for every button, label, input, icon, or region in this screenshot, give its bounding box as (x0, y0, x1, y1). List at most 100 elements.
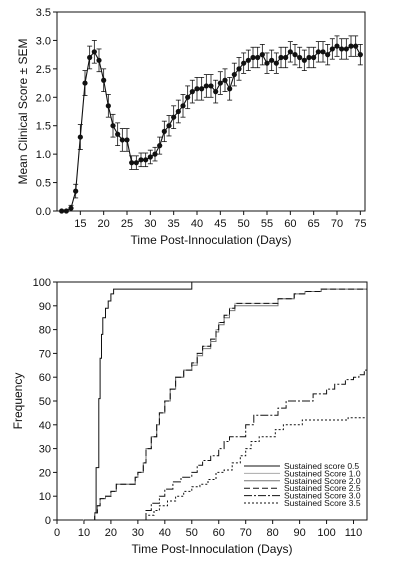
data-point (213, 89, 219, 95)
data-point (259, 52, 265, 58)
y-tick-label: 40 (39, 420, 51, 432)
x-tick-label: 80 (267, 527, 279, 539)
y-tick-label: 20 (39, 467, 51, 479)
legend-label: Sustained Score 3.0 (284, 491, 361, 501)
data-point (110, 123, 116, 129)
x-axis-title: Time Post-Innoculation (Days) (131, 233, 292, 247)
series-line-6 (57, 415, 368, 521)
y-tick-label: 50 (39, 396, 51, 408)
y-tick-label: 100 (33, 277, 51, 289)
y-tick-label: 80 (39, 325, 51, 337)
data-point (339, 46, 345, 52)
x-tick-label: 30 (144, 218, 156, 230)
x-tick-label: 60 (284, 218, 296, 230)
legend-label: Sustained Score 2.5 (284, 483, 361, 493)
y-tick-label: 0 (45, 515, 51, 527)
y-tick-label: 0.0 (36, 206, 51, 218)
data-point (241, 60, 247, 66)
y-tick-label: 10 (39, 491, 51, 503)
data-point (315, 49, 321, 55)
data-point (199, 86, 205, 92)
x-tick-label: 70 (331, 218, 343, 230)
data-point (129, 160, 135, 166)
data-point (119, 137, 125, 143)
data-point (334, 43, 340, 49)
x-tick-label: 75 (354, 218, 366, 230)
y-axis-title: Mean Clinical Score ± SEM (16, 39, 30, 185)
x-tick-label: 10 (78, 527, 90, 539)
data-point (203, 83, 209, 89)
data-point (283, 54, 289, 61)
x-tick-label: 30 (132, 527, 144, 539)
y-tick-label: 30 (39, 444, 51, 456)
data-point (166, 123, 172, 129)
data-point (63, 208, 69, 214)
data-point (124, 137, 130, 143)
legend-label: Sustained Score 2.0 (284, 476, 361, 486)
y-tick-label: 2.5 (36, 64, 51, 76)
y-axis-title: Frequency (11, 373, 25, 430)
legend-label: Sustained score 0.5 (284, 461, 359, 471)
data-point (343, 46, 349, 52)
legend-label: Sustained Score 1.0 (284, 468, 361, 478)
data-point (82, 80, 88, 86)
y-tick-label: 0.5 (36, 178, 51, 190)
y-tick-label: 2.0 (36, 92, 51, 104)
x-tick-label: 100 (317, 527, 335, 539)
data-point (115, 131, 121, 137)
series-line-5 (57, 369, 367, 521)
x-tick-label: 40 (159, 527, 171, 539)
data-point (68, 205, 74, 211)
x-tick-label: 110 (345, 527, 363, 539)
y-tick-label: 3.0 (36, 35, 51, 47)
mean-score-line (61, 45, 361, 212)
data-point (143, 157, 149, 163)
data-point (348, 43, 354, 49)
data-point (231, 71, 237, 78)
x-tick-label: 15 (74, 218, 86, 230)
data-point (171, 114, 177, 120)
x-tick-label: 60 (213, 527, 225, 539)
data-point (77, 134, 83, 140)
data-point (301, 57, 307, 63)
x-tick-label: 55 (261, 218, 273, 230)
data-point (161, 128, 167, 134)
data-point (255, 54, 261, 61)
data-point (325, 52, 331, 58)
y-tick-label: 70 (39, 348, 51, 360)
data-point (138, 157, 144, 163)
x-tick-label: 45 (214, 218, 226, 230)
x-tick-label: 35 (168, 218, 180, 230)
data-point (273, 60, 279, 66)
data-point (329, 46, 335, 52)
y-tick-label: 1.0 (36, 149, 51, 161)
data-point (91, 49, 97, 55)
series-line-4 (57, 288, 367, 521)
data-point (208, 83, 214, 89)
data-point (297, 54, 303, 61)
x-tick-label: 90 (293, 527, 305, 539)
sustained-score-frequency-chart: 0 10 20 30 40 50 60 70 80 90 100 110 0 10 20 30 40 50 60 70… (11, 277, 368, 556)
data-point (320, 49, 326, 55)
data-point (189, 89, 195, 95)
y-tick-label: 90 (39, 301, 51, 313)
data-point (175, 108, 181, 115)
x-tick-label: 25 (121, 218, 133, 230)
data-point (194, 86, 200, 92)
data-point (269, 57, 275, 63)
data-point (311, 54, 317, 61)
x-tick-label: 20 (98, 218, 110, 230)
x-tick-label: 0 (54, 527, 60, 539)
data-point (73, 188, 79, 194)
data-point (133, 160, 139, 166)
plot-frame (56, 11, 366, 212)
x-axis-title: Time Post-Innoculation (Days) (132, 542, 293, 556)
y-tick-label: 3.5 (36, 7, 51, 19)
data-point (236, 66, 242, 72)
data-point (287, 49, 293, 55)
data-point (292, 52, 298, 58)
y-tick-label: 1.5 (36, 121, 51, 133)
data-point (157, 143, 163, 149)
data-point (278, 54, 284, 61)
x-tick-label: 20 (105, 527, 117, 539)
